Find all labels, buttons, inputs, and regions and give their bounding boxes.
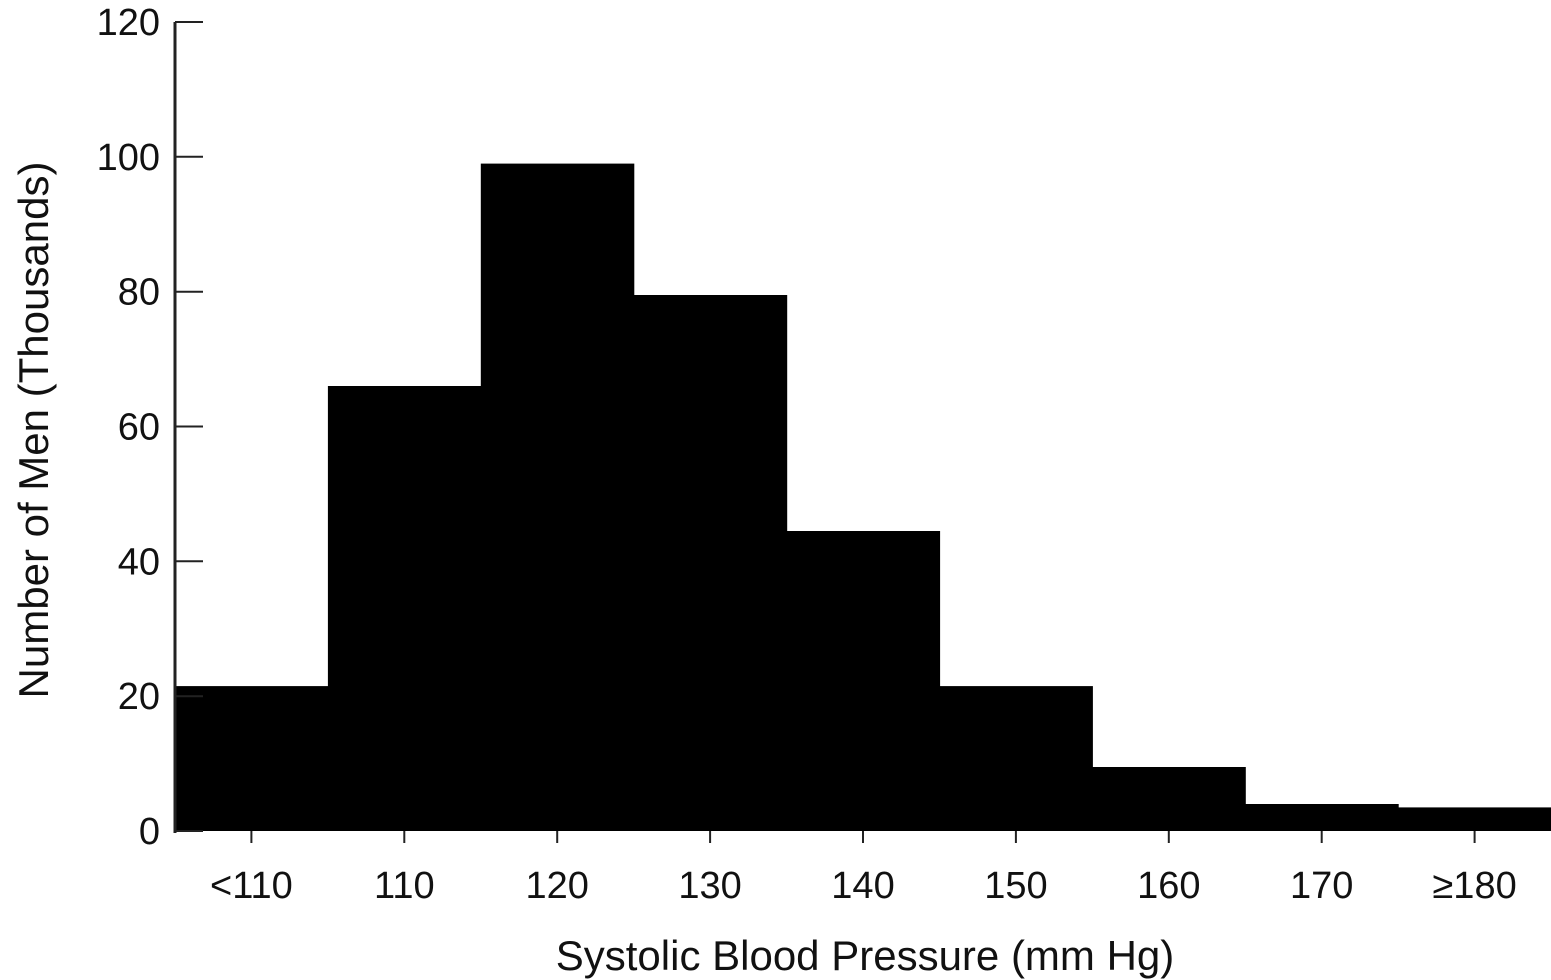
bar-1 xyxy=(175,686,329,831)
bar-3 xyxy=(480,163,635,832)
x-tick-label-8: 170 xyxy=(1290,865,1353,907)
bar-9 xyxy=(1398,807,1551,831)
bar-4 xyxy=(633,295,788,831)
y-axis-title: Number of Men (Thousands) xyxy=(10,162,57,699)
x-ticks-group: <110 110 120 130 140 150 160 170 ≥180 xyxy=(210,831,1517,907)
x-tick-label-1: <110 xyxy=(210,865,293,907)
y-ticks-group: 0 20 40 60 80 100 120 xyxy=(97,2,203,853)
y-tick-label-100: 100 xyxy=(97,137,160,179)
y-tick-label-0: 0 xyxy=(139,811,160,853)
x-tick-label-7: 160 xyxy=(1137,865,1200,907)
y-tick-label-120: 120 xyxy=(97,2,160,44)
y-tick-label-60: 60 xyxy=(118,407,160,449)
x-axis-title: Systolic Blood Pressure (mm Hg) xyxy=(556,932,1175,979)
bar-5 xyxy=(786,531,941,831)
bar-2 xyxy=(327,386,482,831)
x-tick-label-9: ≥180 xyxy=(1432,865,1516,907)
x-tick-label-2: 110 xyxy=(374,865,435,907)
x-tick-label-3: 120 xyxy=(525,865,588,907)
x-tick-label-6: 150 xyxy=(984,865,1047,907)
bar-7 xyxy=(1092,767,1246,831)
y-tick-label-20: 20 xyxy=(118,676,160,718)
bar-6 xyxy=(939,686,1093,831)
y-tick-label-80: 80 xyxy=(118,272,160,314)
x-tick-label-4: 130 xyxy=(678,865,741,907)
y-tick-label-40: 40 xyxy=(118,541,160,583)
bar-8 xyxy=(1245,804,1399,831)
bars-group xyxy=(175,163,1551,832)
x-tick-label-5: 140 xyxy=(831,865,894,907)
